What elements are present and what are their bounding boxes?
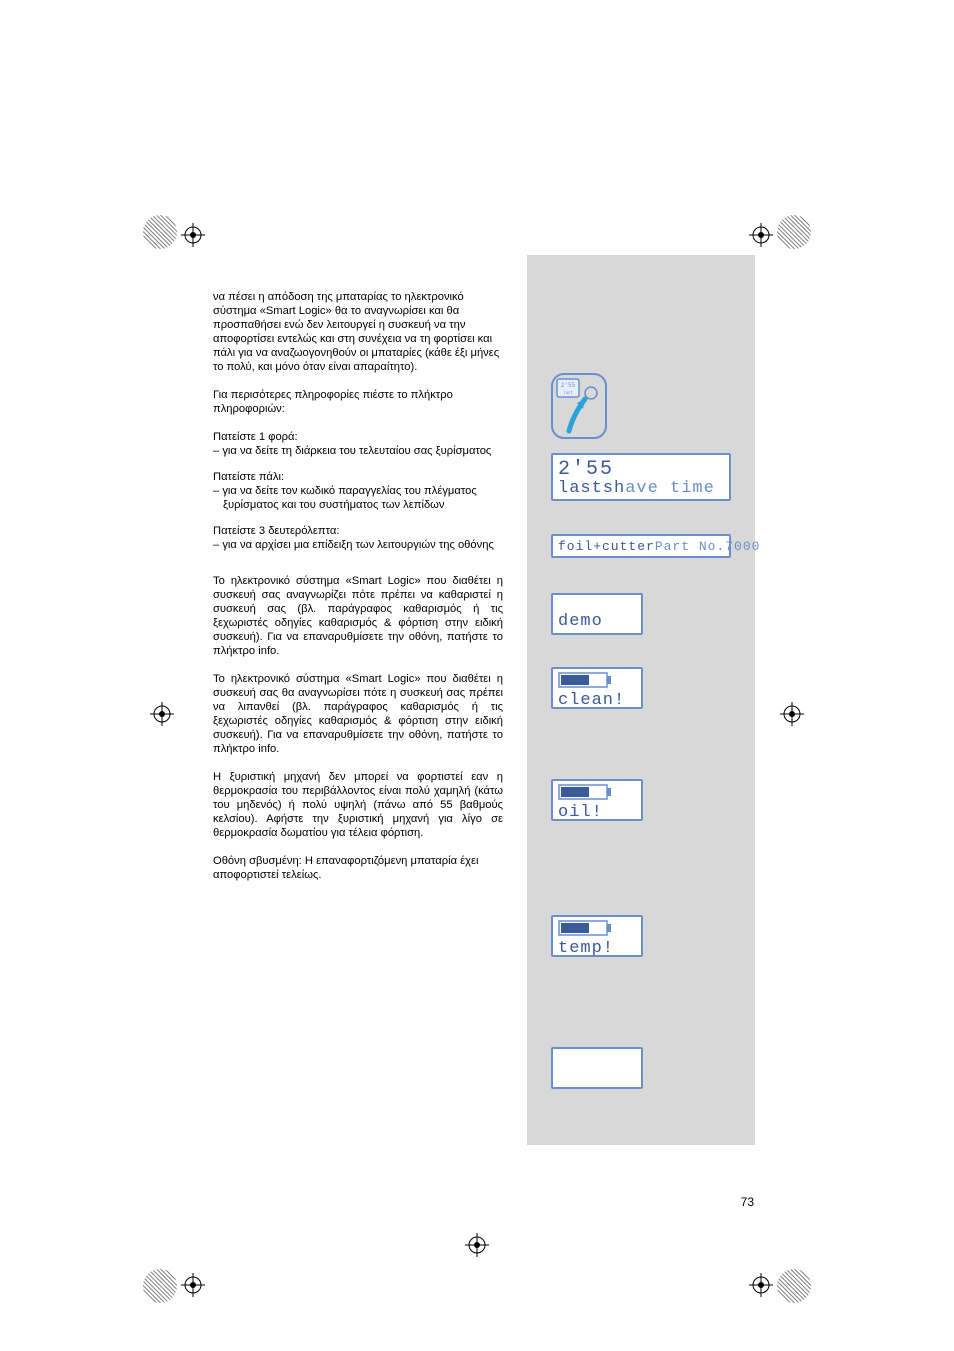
crosshair-icon bbox=[181, 1273, 205, 1297]
crosshair-icon bbox=[780, 702, 804, 726]
crosshair-icon bbox=[181, 223, 205, 247]
svg-text:last: last bbox=[563, 390, 573, 395]
crosshair-icon bbox=[749, 1273, 773, 1297]
crosshair-icon bbox=[749, 223, 773, 247]
press-once-heading: Πατείστε 1 φορά: bbox=[213, 430, 503, 444]
paragraph-temp: Η ξυριστική μηχανή δεν μπορεί να φορτιστ… bbox=[213, 770, 503, 840]
lcd-foil-dark: foil+cutter bbox=[558, 539, 655, 554]
battery-icon bbox=[558, 672, 614, 688]
lcd-oil-text: oil! bbox=[558, 803, 636, 822]
lcd-clean-text: clean! bbox=[558, 691, 636, 710]
crosshair-icon bbox=[150, 702, 174, 726]
svg-text:2'55: 2'55 bbox=[561, 382, 576, 389]
lcd-demo-text: demo bbox=[558, 612, 603, 631]
press-again-bullet: – για να δείτε τον κωδικό παραγγελίας το… bbox=[213, 484, 503, 512]
lcd-lastshave-dark: lastsh bbox=[558, 479, 625, 498]
lcd-sidebar: 2'55 last 2'55 lastshave time foil+cutte… bbox=[527, 255, 755, 1145]
lcd-panel-blank bbox=[551, 1047, 643, 1089]
lcd-temp-text: temp! bbox=[558, 939, 636, 958]
press-again-heading: Πατείστε πάλι: bbox=[213, 470, 503, 484]
lcd-panel-clean: clean! bbox=[551, 667, 643, 709]
lcd-shave-time-value: 2'55 bbox=[558, 458, 614, 481]
paragraph-screen-off: Οθόνη σβυσμένη: Η επαναφορτιζόμενη μπατα… bbox=[213, 854, 503, 882]
paragraph-intro: να πέσει η απόδοση της μπαταρίας το ηλεκ… bbox=[213, 290, 503, 374]
body-text-column: να πέσει η απόδοση της μπαταρίας το ηλεκ… bbox=[213, 290, 503, 896]
lcd-panel-demo: demo bbox=[551, 593, 643, 635]
page-number: 73 bbox=[741, 1195, 754, 1209]
press-3sec-heading: Πατείστε 3 δευτερόλεπτα: bbox=[213, 524, 503, 538]
lcd-panel-temp: temp! bbox=[551, 915, 643, 957]
lcd-foil-light: Part No.7000 bbox=[655, 539, 761, 554]
lcd-panel-lastshave: 2'55 lastshave time bbox=[551, 453, 731, 501]
lcd-lastshave-light: ave time bbox=[625, 479, 715, 498]
lcd-panel-oil: oil! bbox=[551, 779, 643, 821]
press-3sec-bullet: – για να αρχίσει μια επίδειξη των λειτου… bbox=[213, 538, 503, 552]
crosshair-icon bbox=[465, 1233, 489, 1257]
battery-icon bbox=[558, 784, 614, 800]
shaver-info-illustration: 2'55 last bbox=[551, 373, 607, 439]
paragraph-info: Για περισότερες πληροφορίες πιέστε το πλ… bbox=[213, 388, 503, 416]
paragraph-oil: Το ηλεκτρονικό σύστημα «Smart Logic» που… bbox=[213, 672, 503, 756]
battery-icon bbox=[558, 920, 614, 936]
paragraph-clean: Το ηλεκτρονικό σύστημα «Smart Logic» που… bbox=[213, 574, 503, 658]
press-once-bullet: – για να δείτε τη διάρκεια του τελευταίο… bbox=[213, 444, 503, 458]
manual-page: να πέσει η απόδοση της μπαταρίας το ηλεκ… bbox=[0, 0, 954, 1351]
lcd-panel-foilcutter: foil+cutterPart No.7000 bbox=[551, 534, 731, 558]
